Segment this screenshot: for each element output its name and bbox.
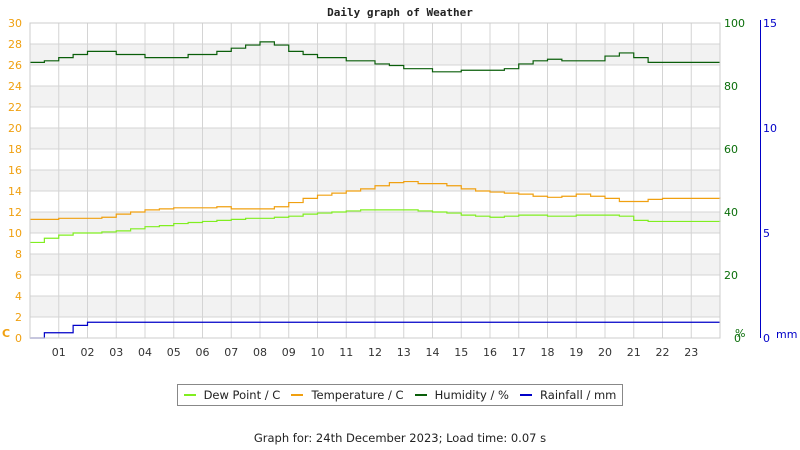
legend-item-dew-point: Dew Point / C	[183, 388, 281, 402]
x-tick-label: 04	[138, 346, 152, 359]
chart-title: Daily graph of Weather	[327, 6, 473, 19]
x-tick-label: 14	[426, 346, 440, 359]
x-tick-label: 11	[339, 346, 353, 359]
plot-area-border	[29, 22, 721, 339]
y-tick-label: 0	[15, 332, 22, 345]
humidity-tick-label: 100	[724, 17, 745, 30]
x-tick-label: 21	[627, 346, 641, 359]
y-tick-label: 28	[8, 38, 22, 51]
rain-axis-unit: mm	[776, 328, 797, 341]
x-tick-label: 12	[368, 346, 382, 359]
x-tick-label: 16	[483, 346, 497, 359]
y-tick-label: 6	[15, 269, 22, 282]
x-tick-label: 18	[541, 346, 555, 359]
x-tick-label: 05	[167, 346, 181, 359]
legend-label: Rainfall / mm	[540, 388, 617, 402]
x-tick-label: 03	[109, 346, 123, 359]
x-tick-label: 23	[684, 346, 698, 359]
rain-tick-label: 15	[763, 17, 777, 30]
humidity-tick-label: 20	[724, 269, 738, 282]
legend-label: Humidity / %	[434, 388, 509, 402]
x-tick-label: 15	[454, 346, 468, 359]
x-tick-label: 19	[569, 346, 583, 359]
footer-status: Graph for: 24th December 2023; Load time…	[253, 431, 547, 445]
legend-item-temperature: Temperature / C	[291, 388, 404, 402]
x-tick-label: 09	[282, 346, 296, 359]
rain-tick-label: 5	[763, 227, 770, 240]
humidity-axis-unit: %	[735, 327, 745, 340]
y-tick-label: 4	[15, 290, 22, 303]
y-tick-label: 12	[8, 206, 22, 219]
humidity-tick-label: 40	[724, 206, 738, 219]
humidity-tick-label: 80	[724, 80, 738, 93]
humidity-tick-label: 60	[724, 143, 738, 156]
dew-point-swatch-icon	[183, 394, 196, 396]
y-tick-label: 10	[8, 227, 22, 240]
rainfall-swatch-icon	[520, 394, 533, 396]
x-tick-label: 07	[224, 346, 238, 359]
y-tick-label: 8	[15, 248, 22, 261]
rain-tick-label: 10	[763, 122, 777, 135]
rainfall-line	[30, 321, 720, 339]
y-tick-label: 24	[8, 80, 22, 93]
x-tick-label: 01	[52, 346, 66, 359]
x-tick-label: 17	[512, 346, 526, 359]
x-tick-label: 10	[311, 346, 325, 359]
x-tick-label: 20	[598, 346, 612, 359]
rain-tick-label: 0	[763, 332, 770, 345]
y-tick-label: 22	[8, 101, 22, 114]
left-axis-unit: C	[2, 327, 10, 340]
y-tick-label: 26	[8, 59, 22, 72]
humidity-swatch-icon	[414, 394, 427, 396]
y-tick-label: 14	[8, 185, 22, 198]
x-tick-label: 06	[196, 346, 210, 359]
y-tick-label: 16	[8, 164, 22, 177]
humidity-line	[30, 41, 720, 73]
dew-point-line	[30, 209, 721, 244]
legend-item-rainfall: Rainfall / mm	[520, 388, 616, 402]
y-tick-label: 20	[8, 122, 22, 135]
legend-item-humidity: Humidity / %	[414, 388, 509, 402]
x-tick-label: 13	[397, 346, 411, 359]
x-tick-label: 08	[253, 346, 267, 359]
x-tick-label: 02	[81, 346, 95, 359]
temperature-swatch-icon	[291, 394, 304, 396]
legend-label: Dew Point / C	[203, 388, 281, 402]
chart-legend: Dew Point / C Temperature / C Humidity /…	[177, 384, 623, 406]
y-tick-label: 18	[8, 143, 22, 156]
x-tick-label: 22	[656, 346, 670, 359]
legend-label: Temperature / C	[311, 388, 404, 402]
temperature-line	[30, 180, 721, 220]
y-tick-label: 30	[8, 17, 22, 30]
y-tick-label: 2	[15, 311, 22, 324]
humidity-tick-label: 0	[734, 332, 741, 345]
